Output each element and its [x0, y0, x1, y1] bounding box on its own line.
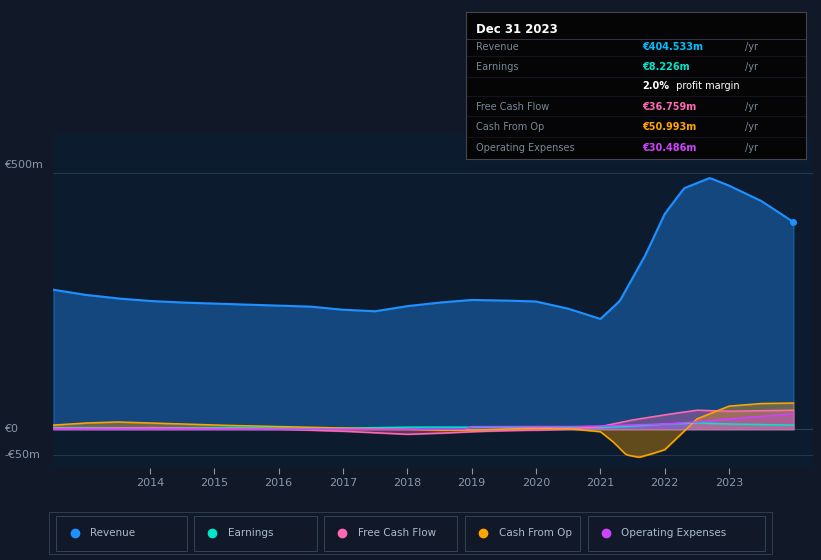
Text: Earnings: Earnings — [227, 529, 273, 538]
Text: Revenue: Revenue — [475, 41, 519, 52]
Text: Free Cash Flow: Free Cash Flow — [475, 102, 549, 112]
Text: Cash From Op: Cash From Op — [498, 529, 571, 538]
Text: Earnings: Earnings — [475, 62, 518, 72]
Bar — [194, 516, 317, 551]
Text: /yr: /yr — [745, 41, 758, 52]
Text: /yr: /yr — [745, 62, 758, 72]
Text: €50.993m: €50.993m — [643, 123, 697, 132]
Text: €30.486m: €30.486m — [643, 143, 697, 153]
Text: €0: €0 — [4, 424, 18, 434]
Text: 2.0%: 2.0% — [643, 81, 670, 91]
Text: €8.226m: €8.226m — [643, 62, 690, 72]
Bar — [57, 516, 186, 551]
Text: Revenue: Revenue — [90, 529, 135, 538]
Text: €36.759m: €36.759m — [643, 102, 697, 112]
Text: Cash From Op: Cash From Op — [475, 123, 544, 132]
Bar — [323, 516, 457, 551]
Bar — [465, 516, 580, 551]
Text: /yr: /yr — [745, 123, 758, 132]
Text: €404.533m: €404.533m — [643, 41, 704, 52]
Text: €500m: €500m — [4, 160, 43, 170]
Text: Dec 31 2023: Dec 31 2023 — [475, 22, 557, 36]
Text: Free Cash Flow: Free Cash Flow — [358, 529, 436, 538]
Text: /yr: /yr — [745, 102, 758, 112]
Text: /yr: /yr — [745, 143, 758, 153]
Text: profit margin: profit margin — [673, 81, 740, 91]
Bar — [588, 516, 764, 551]
Text: Operating Expenses: Operating Expenses — [475, 143, 575, 153]
Text: Operating Expenses: Operating Expenses — [621, 529, 727, 538]
Text: -€50m: -€50m — [4, 450, 40, 460]
